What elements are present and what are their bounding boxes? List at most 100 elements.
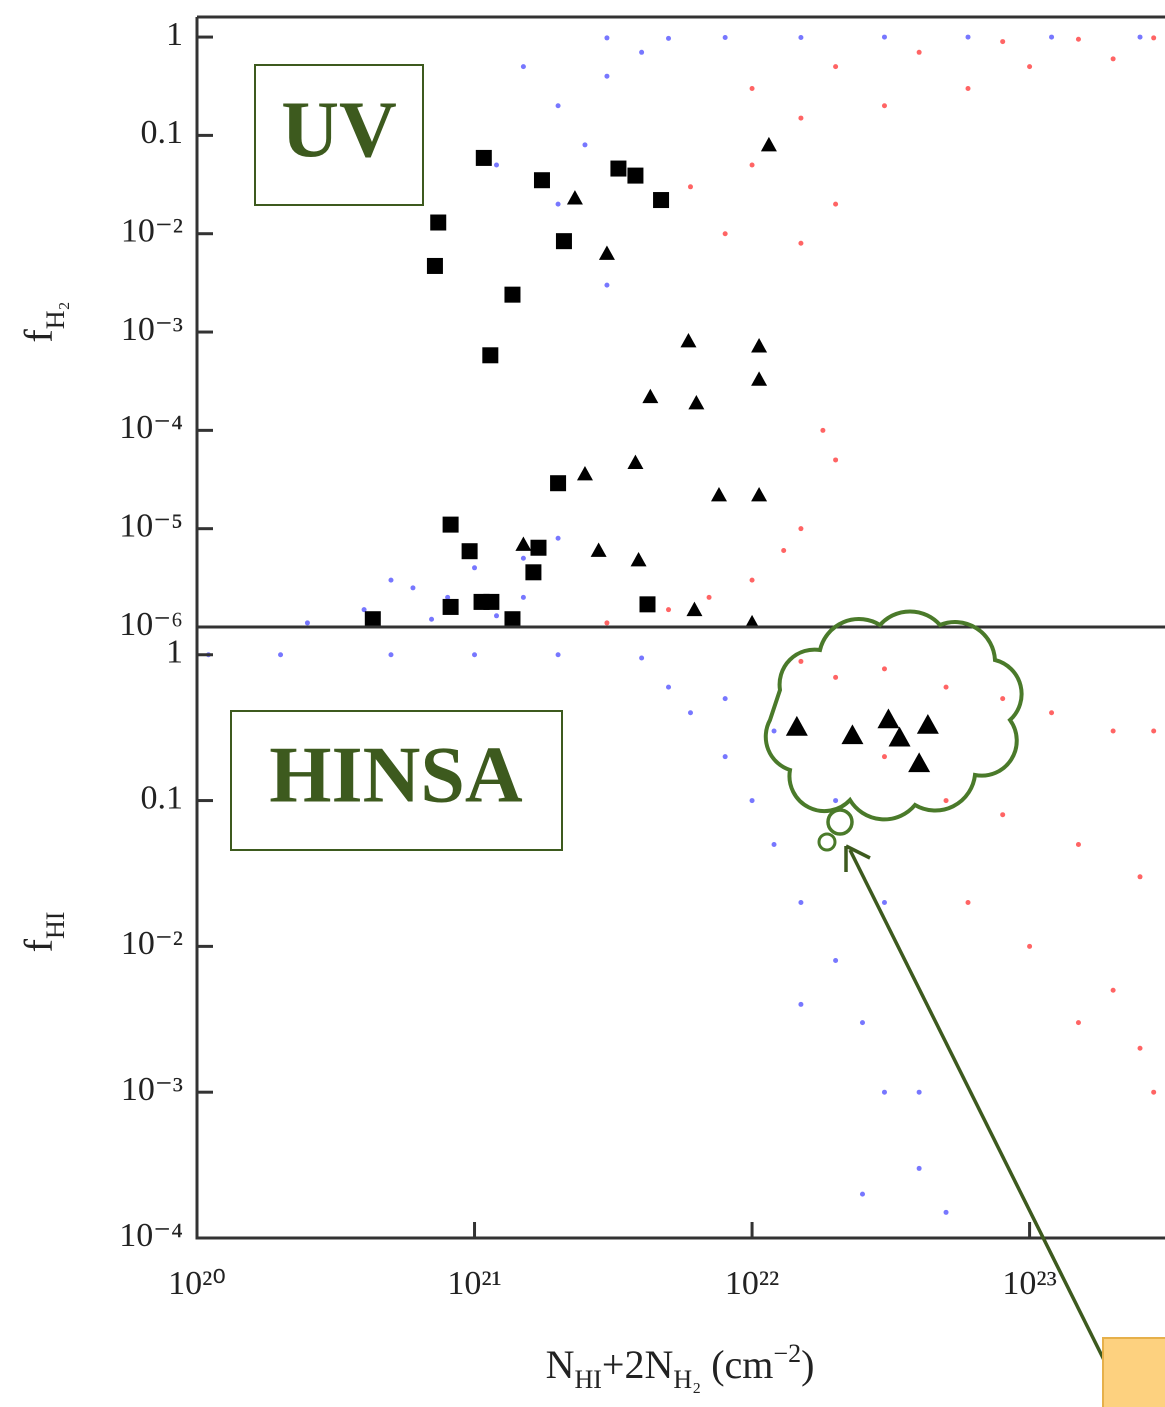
square-marker	[530, 539, 547, 556]
point	[1027, 64, 1033, 70]
point	[687, 184, 693, 190]
y-axis-label: fHI	[16, 912, 70, 953]
point	[1137, 874, 1143, 880]
point	[304, 620, 310, 626]
triangle-marker	[680, 333, 697, 348]
point	[943, 684, 949, 690]
triangle-marker	[642, 388, 659, 404]
triangle-marker	[751, 371, 768, 386]
point	[798, 899, 804, 905]
x-tick-label: 10²²	[725, 1265, 779, 1302]
y-tick-label: 1	[166, 634, 183, 671]
point	[722, 231, 728, 237]
triangle-marker	[751, 487, 768, 502]
square-marker	[483, 593, 500, 610]
square-marker	[504, 611, 521, 627]
point	[1151, 1089, 1157, 1095]
point	[722, 34, 728, 40]
square-marker	[442, 598, 459, 615]
triangle-marker	[877, 708, 900, 729]
y-tick-label: 10⁻⁴	[119, 409, 183, 446]
panel-points	[205, 652, 1157, 1215]
point	[749, 577, 755, 583]
y-tick-label: 10⁻⁵	[119, 507, 183, 544]
point	[388, 577, 394, 583]
point	[1000, 39, 1006, 45]
thought-bubble	[817, 832, 837, 852]
square-marker	[610, 160, 627, 177]
thought-bubble	[826, 808, 854, 836]
point	[916, 1165, 922, 1171]
point	[1137, 1045, 1143, 1051]
point	[781, 547, 787, 553]
point	[706, 594, 712, 600]
triangle-marker	[688, 394, 705, 410]
point	[749, 798, 755, 804]
square-marker	[482, 347, 499, 364]
point	[798, 658, 804, 664]
square-marker	[442, 516, 459, 533]
note-box	[1102, 1337, 1165, 1407]
triangle-marker	[916, 713, 939, 734]
point	[833, 798, 839, 804]
point	[798, 115, 804, 121]
y-tick-label: 10⁻²	[121, 213, 183, 250]
arrow-head	[844, 844, 871, 872]
triangle-marker	[630, 552, 647, 567]
triangle-marker	[710, 487, 727, 502]
point	[666, 35, 672, 41]
square-marker	[475, 149, 492, 166]
point	[1137, 34, 1143, 40]
y-tick-label: 0.1	[141, 114, 184, 151]
point	[771, 728, 777, 734]
y-tick-label: 10⁻²	[121, 925, 183, 962]
point	[722, 696, 728, 702]
x-tick-label: 10²¹	[447, 1265, 501, 1302]
triangle-marker	[566, 190, 583, 205]
square-marker	[639, 596, 656, 613]
annotation: HINSA	[269, 731, 523, 819]
triangle-marker	[785, 715, 808, 736]
point	[555, 652, 561, 658]
point	[604, 282, 610, 288]
triangle-marker	[515, 536, 532, 551]
point	[1049, 34, 1055, 40]
square-marker	[555, 233, 572, 250]
point	[429, 616, 435, 622]
point	[1110, 987, 1116, 993]
triangle-marker	[590, 542, 607, 557]
point	[881, 754, 887, 760]
points-layer	[205, 34, 1157, 1215]
point	[833, 958, 839, 964]
point	[916, 49, 922, 55]
panel-points	[304, 34, 1157, 627]
point	[361, 607, 367, 613]
triangle-marker	[760, 136, 777, 152]
point	[833, 201, 839, 207]
point	[881, 1089, 887, 1095]
point	[1000, 812, 1006, 818]
annotation-box	[230, 710, 563, 851]
point	[520, 555, 526, 561]
triangle-marker	[598, 245, 615, 260]
point	[881, 103, 887, 109]
point	[494, 162, 500, 168]
point	[639, 655, 645, 661]
point	[798, 1001, 804, 1007]
point	[798, 526, 804, 532]
point	[520, 64, 526, 70]
point	[1151, 728, 1157, 734]
point	[965, 34, 971, 40]
y-tick-label: 10⁻⁶	[119, 606, 183, 643]
point	[410, 585, 416, 591]
arrow-line	[848, 849, 1112, 1373]
point	[859, 1191, 865, 1197]
square-marker	[430, 214, 447, 231]
y-tick-label: 1	[166, 16, 183, 53]
triangle-marker	[908, 752, 931, 773]
point	[666, 684, 672, 690]
point	[445, 594, 451, 600]
point	[666, 607, 672, 613]
point	[881, 666, 887, 672]
